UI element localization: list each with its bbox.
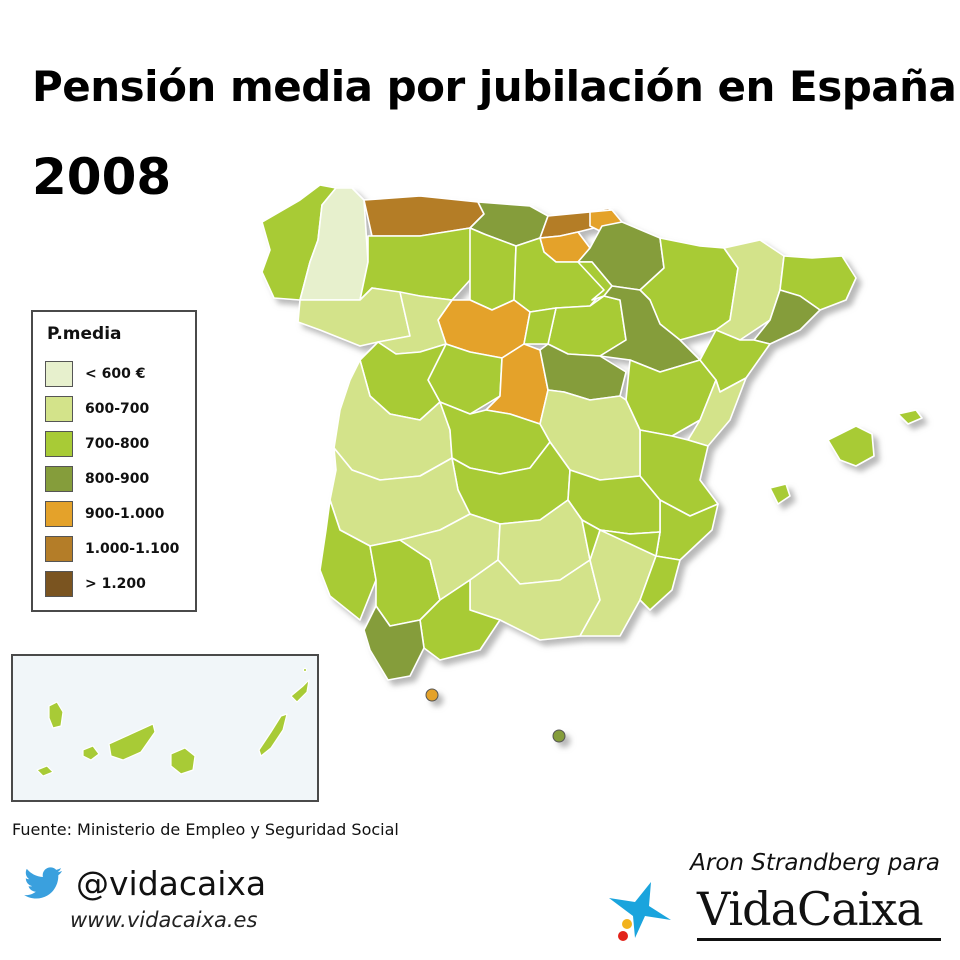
- canary-islands-inset: [11, 654, 319, 802]
- region-el-hierro: [36, 765, 54, 777]
- region-malaga: [419, 579, 501, 661]
- twitter-handle[interactable]: @vidacaixa: [76, 864, 267, 903]
- brand-underline: [697, 938, 941, 941]
- canary-islands-map: [36, 667, 310, 777]
- author-credit: Aron Strandberg para: [690, 850, 940, 876]
- region-ibiza: [769, 483, 791, 505]
- twitter-handle-row[interactable]: @vidacaixa: [24, 864, 266, 903]
- legend-label: > 1.200: [85, 576, 146, 592]
- legend-item: 600-700: [45, 395, 149, 423]
- legend-item: < 600 €: [45, 360, 145, 388]
- legend-item: 1.000-1.100: [45, 535, 179, 563]
- region-menorca: [897, 409, 923, 425]
- region-la-palma: [48, 701, 64, 729]
- vidacaixa-logo: VidaCaixa: [605, 880, 945, 946]
- legend-swatch: [45, 431, 73, 457]
- map-title: Pensión media por jubilación en España: [32, 62, 957, 111]
- legend-item: 900-1.000: [45, 500, 164, 528]
- legend-swatch: [45, 571, 73, 597]
- region-murcia: [581, 519, 601, 561]
- region-barcelona: [753, 289, 821, 345]
- region-la-gomera: [82, 745, 100, 761]
- brand-name: VidaCaixa: [697, 882, 924, 936]
- legend-swatch: [45, 361, 73, 387]
- region-lleida: [715, 239, 785, 341]
- source-text: Fuente: Ministerio de Empleo y Seguridad…: [12, 820, 399, 839]
- legend-label: 800-900: [85, 471, 150, 487]
- region-mallorca: [827, 425, 875, 467]
- region-castellon: [687, 377, 747, 447]
- region-cadiz: [363, 605, 425, 681]
- website-link[interactable]: www.vidacaixa.es: [70, 908, 258, 932]
- legend-swatch: [45, 501, 73, 527]
- region-melilla: [552, 729, 566, 743]
- region-murcia-main: [599, 529, 681, 611]
- twitter-bird-icon: [24, 866, 64, 901]
- legend-item: > 1.200: [45, 570, 146, 598]
- legend-label: 1.000-1.100: [85, 541, 180, 557]
- legend-label: < 600 €: [85, 366, 146, 382]
- region-tenerife: [108, 723, 156, 761]
- legend-label: 900-1.000: [85, 506, 165, 522]
- legend-item: 800-900: [45, 465, 149, 493]
- map-year: 2008: [32, 148, 172, 206]
- region-ceuta: [425, 688, 439, 702]
- legend-item: 700-800: [45, 430, 149, 458]
- region-huesca: [639, 237, 739, 341]
- legend-label: 600-700: [85, 401, 150, 417]
- legend-swatch: [45, 536, 73, 562]
- legend: P.media < 600 € 600-700 700-800 800-900 …: [31, 310, 197, 612]
- legend-swatch: [45, 396, 73, 422]
- legend-label: 700-800: [85, 436, 150, 452]
- region-lanzarote: [290, 679, 310, 703]
- region-huelva: [319, 499, 377, 621]
- region-gran-canaria: [170, 747, 196, 775]
- region-fuerteventura: [258, 713, 288, 757]
- vidacaixa-star-icon: [609, 882, 671, 941]
- region-alegranza: [302, 667, 308, 673]
- legend-title: P.media: [47, 324, 122, 344]
- legend-swatch: [45, 466, 73, 492]
